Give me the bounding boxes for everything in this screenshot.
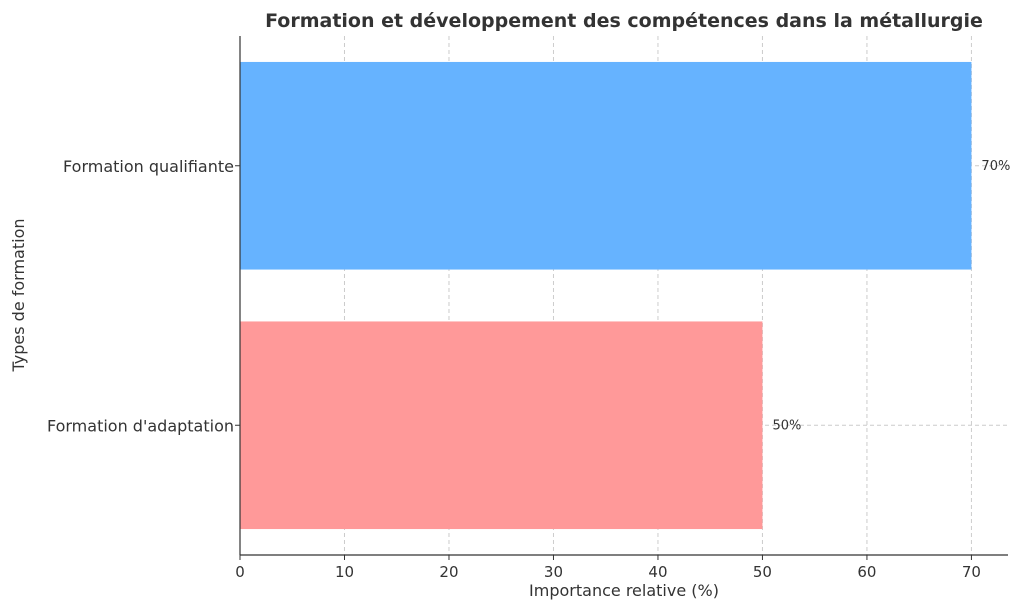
chart-title: Formation et développement des compétenc… — [265, 10, 983, 32]
x-axis-label: Importance relative (%) — [529, 581, 719, 600]
x-tick-label: 50 — [753, 563, 772, 581]
labels: 0 10 20 30 40 50 60 70 Formation qualifiante 70% F… — [47, 157, 1010, 581]
x-tick-label: 70 — [962, 563, 981, 581]
bar — [240, 321, 763, 530]
y-axis-label: Types de formation — [9, 218, 28, 372]
x-tick-label: 0 — [235, 563, 245, 581]
category-label: Formation qualifiante — [63, 157, 234, 176]
category-label: Formation d'adaptation — [47, 416, 234, 435]
bar — [240, 61, 972, 270]
bars — [240, 61, 972, 530]
x-tick-label: 20 — [439, 563, 458, 581]
x-tick-label: 10 — [335, 563, 354, 581]
x-tick-label: 40 — [648, 563, 667, 581]
data-label: 70% — [981, 159, 1010, 174]
data-label: 50% — [772, 418, 801, 433]
x-tick-label: 60 — [857, 563, 876, 581]
axes — [235, 36, 1008, 560]
x-tick-label: 30 — [544, 563, 563, 581]
